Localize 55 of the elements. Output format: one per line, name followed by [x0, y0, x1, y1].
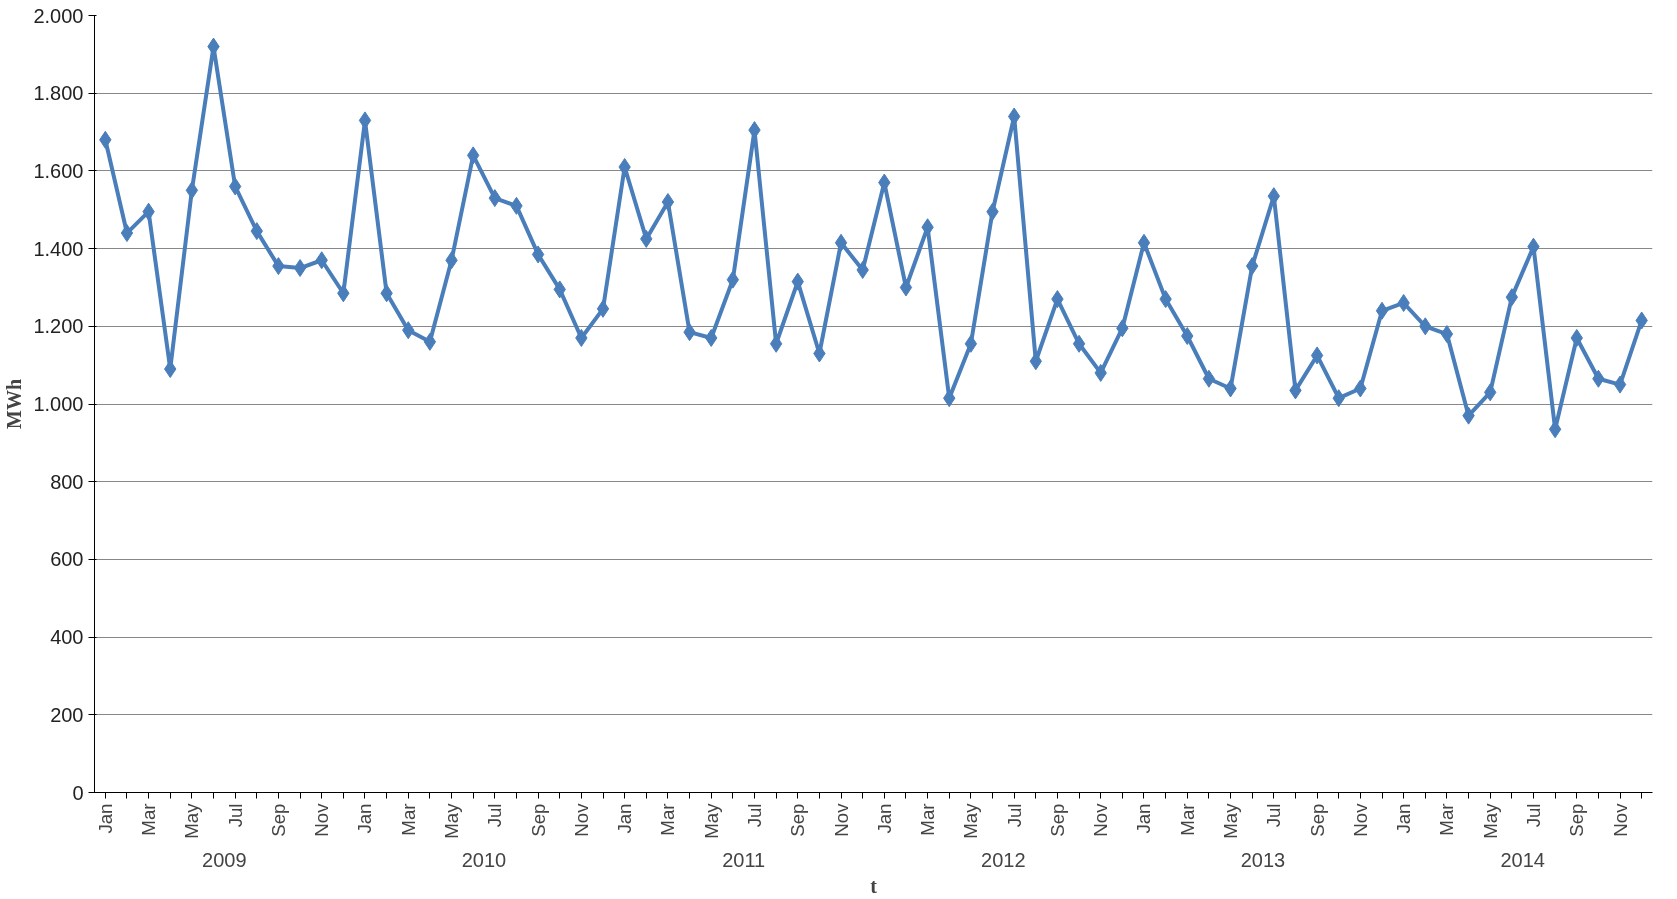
text: 2012	[981, 848, 1026, 871]
text: 2011	[722, 848, 766, 871]
x-tick-label: Nov	[570, 802, 592, 837]
x-tick-label: Jan	[1393, 803, 1415, 834]
x-tick-label: Jul	[484, 803, 506, 828]
x-axis-title: t	[870, 874, 878, 897]
x-tick-label: May	[441, 802, 463, 839]
x-tick-label: Jul	[1003, 803, 1025, 828]
y-tick-label: 2.000	[33, 4, 84, 27]
x-tick-label: Jan	[614, 803, 636, 834]
x-tick-label: Mar	[917, 803, 939, 836]
y-tick-label: 800	[50, 470, 84, 493]
x-tick-label: Sep	[1046, 803, 1068, 837]
x-tick-label: Jul	[1522, 803, 1544, 828]
x-tick-label: Jul	[224, 803, 246, 828]
x-tick-label: May	[1479, 802, 1501, 839]
y-tick-label: 1.400	[33, 237, 84, 260]
x-tick-label: Nov	[1349, 802, 1371, 837]
x-tick-label: Sep	[1306, 803, 1328, 837]
x-tick-label: Mar	[657, 803, 679, 836]
y-tick-label: 1.800	[33, 82, 84, 105]
y-tick-label: 0	[72, 781, 84, 804]
x-tick-label: Nov	[311, 802, 333, 837]
x-tick-label: Nov	[1090, 802, 1112, 837]
x-tick-label: Jan	[873, 803, 895, 834]
x-tick-label: May	[1220, 802, 1242, 839]
y-tick-label: 600	[50, 548, 84, 571]
text: 2014	[1500, 848, 1545, 871]
text: 2013	[1240, 848, 1286, 871]
x-tick-label: Sep	[1566, 803, 1588, 837]
x-tick-label: Jul	[1263, 803, 1285, 828]
y-tick-label: 200	[50, 703, 84, 726]
x-tick-label: May	[700, 802, 722, 839]
x-tick-label: Nov	[1609, 802, 1631, 837]
y-axis-title: MWh	[3, 379, 26, 429]
x-tick-label: Sep	[787, 803, 809, 837]
x-tick-label: Nov	[830, 802, 852, 837]
x-tick-label: Sep	[527, 803, 549, 837]
y-tick-label: 400	[50, 626, 84, 649]
x-tick-label: Jan	[1133, 803, 1155, 834]
x-tick-label: Mar	[138, 803, 160, 836]
x-tick-label: Jul	[743, 803, 765, 828]
x-tick-label: Jan	[94, 803, 116, 834]
x-tick-label: Mar	[397, 803, 419, 836]
text: 2010	[461, 848, 507, 871]
y-tick-label: 1.200	[33, 315, 84, 338]
x-tick-label: May	[960, 802, 982, 839]
y-tick-label: 1.600	[33, 159, 84, 182]
y-tick-label: 1.000	[33, 393, 84, 415]
x-tick-label: May	[181, 802, 203, 839]
text: 2009	[202, 848, 247, 871]
x-tick-label: Jan	[354, 803, 376, 834]
x-tick-label: Mar	[1436, 803, 1458, 836]
x-tick-label: Mar	[1176, 803, 1198, 836]
x-tick-label: Sep	[267, 803, 289, 837]
